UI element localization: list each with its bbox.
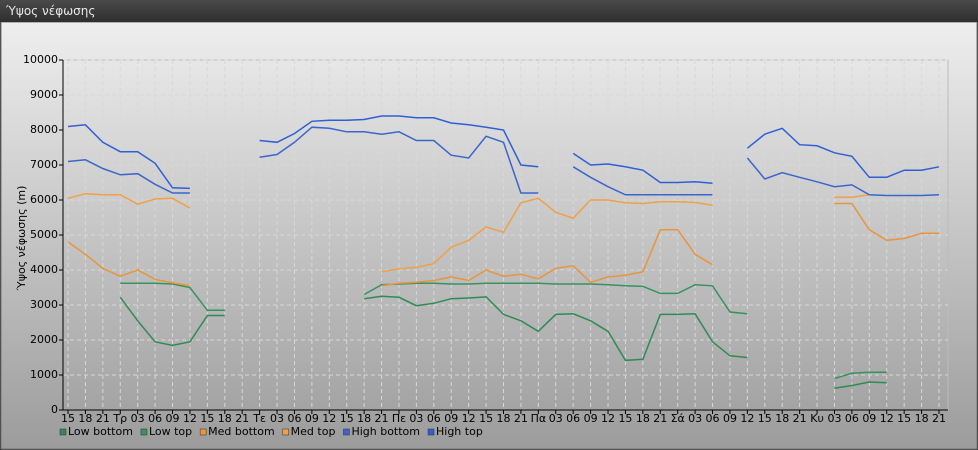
x-tick-label: 15 [200,412,214,425]
y-axis-label: Ύψος νέφωσης (m) [15,186,28,292]
x-tick-label: 06 [148,412,162,425]
y-tick-label: 9000 [30,88,58,101]
x-tick-label: 15 [897,412,911,425]
x-tick-label: 15 [618,412,632,425]
x-tick-label: 09 [584,412,598,425]
x-tick-label: Τρ [112,412,127,425]
x-tick-label: 06 [566,412,580,425]
x-tick-label: 09 [862,412,876,425]
window-title: Ύψος νέφωσης [0,0,978,22]
x-tick-label: 09 [305,412,319,425]
x-tick-label: Κυ [810,412,824,425]
x-tick-label: 12 [880,412,894,425]
x-tick-label: 18 [78,412,92,425]
x-tick-label: 18 [636,412,650,425]
y-tick-label: 8000 [30,123,58,136]
x-tick-label: 12 [740,412,754,425]
y-tick-label: 4000 [30,263,58,276]
x-tick-label: Πα [531,412,547,425]
x-tick-label: 06 [845,412,859,425]
series-line [67,192,870,273]
x-tick-label: 03 [688,412,702,425]
x-tick-label: 21 [932,412,946,425]
x-tick-label: 21 [793,412,807,425]
legend-label: High bottom [351,425,420,438]
x-tick-label: 18 [218,412,232,425]
x-tick-label: 12 [601,412,615,425]
y-tick-label: 0 [51,403,58,416]
x-tick-label: 09 [166,412,180,425]
x-tick-label: Πε [392,412,406,425]
x-tick-label: 21 [375,412,389,425]
x-tick-label: 03 [549,412,563,425]
x-tick-label: 09 [723,412,737,425]
x-tick-label: 21 [235,412,249,425]
x-tick-label: 03 [270,412,284,425]
x-tick-label: 06 [706,412,720,425]
x-tick-label: 21 [514,412,528,425]
y-tick-label: 7000 [30,158,58,171]
legend-label: Med top [291,425,336,438]
y-tick-label: 10000 [23,53,58,66]
series-line [119,295,887,390]
legend-label: High top [436,425,483,438]
series-line [67,115,940,190]
x-tick-label: 15 [758,412,772,425]
series-line [67,202,939,287]
series-line [120,282,887,380]
legend-label: Low bottom [68,425,133,438]
x-tick-label: 09 [444,412,458,425]
x-tick-label: Τε [252,412,266,425]
chart: Ύψος νέφωσης (m) 0 1000 2000 3000 4000 5000 60… [0,22,978,450]
x-tick-label: 18 [497,412,511,425]
x-tick-label: 18 [915,412,929,425]
series-line [67,126,940,197]
legend-swatch [199,428,207,436]
legend-swatch [140,428,148,436]
legend-swatch [343,428,350,436]
x-tick-label: 03 [409,412,423,425]
x-tick-label: 21 [653,412,667,425]
y-tick-label: 6000 [30,193,58,206]
legend-swatch [427,428,435,436]
y-tick-label: 2000 [30,333,58,346]
x-tick-label: 12 [322,412,336,425]
x-tick-label: 18 [357,412,371,425]
x-tick-label: 12 [183,412,197,425]
x-tick-label: 06 [287,412,301,425]
x-tick-label: 12 [462,412,476,425]
x-tick-label: 21 [96,412,110,425]
legend-swatch [59,428,67,436]
x-tick-label: 15 [479,412,493,425]
legend-label: Med bottom [208,425,275,438]
legend-swatch [282,428,289,436]
x-tick-label: 03 [131,412,145,425]
y-tick-label: 3000 [30,298,58,311]
x-tick-label: 06 [427,412,441,425]
x-tick-label: 03 [827,412,841,425]
x-tick-label: Σά [671,412,685,425]
x-tick-label: 18 [775,412,789,425]
x-tick-label: 15 [61,412,75,425]
y-tick-label: 5000 [30,228,58,241]
x-tick-label: 15 [340,412,354,425]
y-tick-label: 1000 [30,368,58,381]
legend-label: Low top [149,425,192,438]
